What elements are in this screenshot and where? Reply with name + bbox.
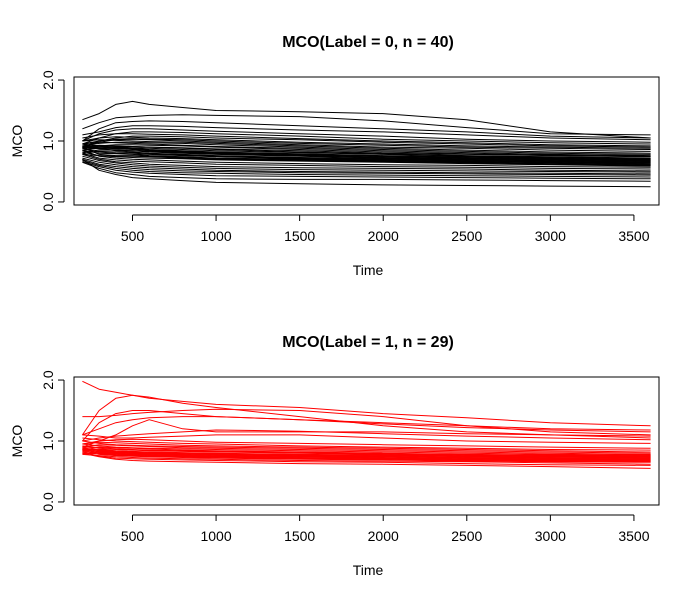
series-line-11: [82, 139, 651, 154]
y-axis-label: MCO: [9, 425, 25, 458]
y-axis-label: MCO: [9, 125, 25, 158]
plot-frame: [73, 376, 660, 506]
chart-title: MCO(Label = 0, n = 40): [282, 34, 454, 51]
series-line-26: [82, 453, 651, 465]
series-line-30: [82, 149, 651, 168]
x-tick-label: 3000: [535, 528, 566, 544]
plot-frame: [73, 76, 660, 206]
series-line-22: [82, 451, 651, 461]
series-line-17: [82, 446, 651, 458]
series-line-3: [82, 410, 651, 442]
series-line-23: [82, 143, 651, 163]
series-line-4: [82, 128, 651, 143]
series-line-7: [82, 434, 651, 444]
series-line-6: [82, 133, 651, 147]
x-tick-label: 500: [121, 528, 145, 544]
series-line-0: [82, 100, 651, 139]
series-line-13: [82, 443, 651, 456]
series-line-25: [82, 147, 651, 165]
series-line-18: [82, 449, 651, 459]
series-line-13: [82, 141, 651, 157]
series-line-14: [82, 144, 651, 157]
series-line-15: [82, 445, 651, 457]
series-line-26: [82, 149, 651, 165]
series-line-2: [82, 120, 651, 142]
chart-label-1: MCO(Label = 1, n = 29) 500 1000 1500 2000 250…: [9, 334, 660, 578]
series-line-3: [82, 125, 651, 141]
series-line-25: [82, 450, 651, 463]
series-line-20: [82, 147, 651, 161]
x-tick-label: 2500: [451, 528, 482, 544]
series-line-5: [82, 131, 651, 145]
x-tick-label: 1500: [284, 528, 315, 544]
x-tick-label: 2000: [368, 228, 399, 244]
series-line-2: [81, 394, 651, 439]
series-line-27: [82, 451, 651, 466]
series-line-23: [82, 449, 651, 462]
series-line-11: [82, 440, 651, 454]
series-line-16: [82, 448, 651, 458]
series-line-9: [82, 138, 651, 150]
series-line-0: [82, 380, 651, 427]
series-line-19: [82, 145, 651, 161]
series-line-39: [82, 158, 651, 188]
y-tick-label: 2.0: [40, 370, 56, 390]
series-line-28: [82, 452, 651, 469]
x-tick-label: 3500: [618, 528, 649, 544]
chart-label-0: MCO(Label = 0, n = 40) 500 1000 1500 2000 250…: [9, 34, 660, 278]
series-line-38: [82, 161, 651, 182]
series-line-29: [82, 151, 651, 167]
x-tick-label: 3000: [535, 228, 566, 244]
series-line-32: [82, 153, 651, 172]
series-line-31: [82, 152, 651, 170]
series-group: [82, 100, 651, 188]
series-line-7: [82, 135, 651, 148]
series-line-27: [82, 146, 651, 166]
y-tick-label: 0.0: [40, 492, 56, 512]
chart-title: MCO(Label = 1, n = 29): [282, 334, 454, 351]
x-axis-label: Time: [353, 562, 384, 578]
series-line-24: [82, 452, 651, 463]
series-line-21: [82, 448, 651, 461]
series-line-17: [82, 143, 651, 160]
x-tick-label: 3500: [618, 228, 649, 244]
x-tick-label: 1000: [200, 528, 231, 544]
y-tick-label: 1.0: [40, 431, 56, 451]
y-tick-label: 1.0: [40, 131, 56, 151]
series-line-12: [82, 444, 651, 455]
series-line-15: [82, 144, 651, 158]
series-line-10: [82, 441, 651, 453]
series-line-35: [82, 158, 651, 176]
series-group: [81, 380, 651, 469]
series-line-6: [82, 429, 651, 442]
series-line-34: [82, 157, 651, 175]
series-line-24: [82, 150, 651, 164]
y-tick-label: 2.0: [40, 70, 56, 90]
series-line-20: [82, 450, 651, 460]
y-tick-label: 0.0: [40, 192, 56, 212]
x-axis-label: Time: [353, 262, 384, 278]
series-line-4: [82, 416, 651, 436]
series-line-9: [82, 437, 651, 451]
x-tick-label: 1500: [284, 228, 315, 244]
series-line-33: [82, 155, 651, 173]
series-line-8: [82, 136, 651, 149]
series-line-19: [82, 447, 651, 460]
series-line-37: [82, 161, 651, 180]
x-tick-label: 2500: [451, 228, 482, 244]
series-line-14: [82, 446, 651, 457]
x-tick-label: 1000: [200, 228, 231, 244]
series-line-1: [82, 114, 651, 136]
x-tick-label: 2000: [368, 528, 399, 544]
x-tick-label: 500: [121, 228, 145, 244]
series-line-36: [82, 160, 651, 178]
series-line-8: [82, 438, 651, 449]
